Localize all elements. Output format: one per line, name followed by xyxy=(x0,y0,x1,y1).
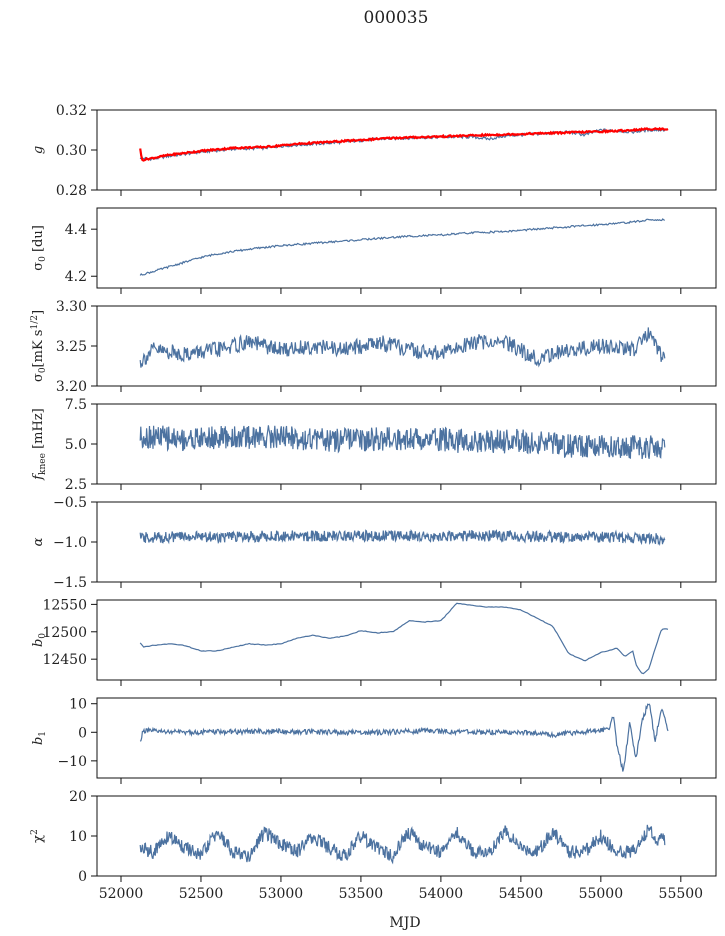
y-label-sub: 0 xyxy=(38,633,48,639)
y-axis-label: σ0 [du] xyxy=(31,225,48,271)
y-label-part: σ xyxy=(31,262,46,271)
x-tick-label: 53000 xyxy=(259,886,304,902)
y-tick-label: −1.5 xyxy=(53,575,87,591)
x-tick-label: 54000 xyxy=(419,886,464,902)
x-tick-label: 55000 xyxy=(579,886,624,902)
y-tick-label: 12550 xyxy=(42,597,87,613)
y-label-sup: 1/2 xyxy=(30,315,40,329)
panel-b1: 10 0 −10 b1 xyxy=(31,697,717,784)
x-tick-label: 55500 xyxy=(659,886,704,902)
axes-frame xyxy=(96,207,717,289)
y-tick-label: 2.5 xyxy=(65,477,87,493)
series-line-0 xyxy=(139,602,669,675)
panel-fknee: 7.5 5.0 2.5 fknee [mHz] xyxy=(31,397,717,493)
y-label-sub: knee xyxy=(38,453,48,475)
y-label-unit: [mHz] xyxy=(31,408,46,453)
y-tick-label: −0.5 xyxy=(53,495,87,511)
y-tick-label: 7.5 xyxy=(65,397,87,413)
panel-sigma0_du: 4.4 4.2 σ0 [du] xyxy=(31,207,717,294)
y-label-part: g xyxy=(31,146,46,154)
y-axis-label: fknee [mHz] xyxy=(31,408,48,481)
y-tick-label: 0 xyxy=(78,725,87,741)
x-tick-label: 53500 xyxy=(339,886,384,902)
y-axis-label: b1 xyxy=(31,731,48,745)
y-tick-label: 20 xyxy=(69,789,87,805)
y-tick-label: 4.4 xyxy=(65,222,87,238)
y-label-part: f xyxy=(31,473,46,481)
y-axis-label: σ0[mK s1/2] xyxy=(30,310,48,382)
y-label-unit: [mK s xyxy=(31,330,46,368)
series-line-1 xyxy=(139,126,669,162)
x-tick-label: 52500 xyxy=(179,886,224,902)
y-label-close: ] xyxy=(31,310,46,315)
y-tick-label: 12500 xyxy=(42,625,87,641)
y-axis-label: α xyxy=(31,537,46,546)
panel-sigma0_mks: 3.30 3.25 3.20 σ0[mK s1/2] xyxy=(30,299,717,395)
y-tick-label: 0 xyxy=(78,869,87,885)
panel-b0: 12550 12500 12450 b0 xyxy=(31,597,717,686)
panel-g: 0.32 0.30 0.28 g xyxy=(31,103,717,199)
series-line-0 xyxy=(139,218,666,276)
y-label-part: α xyxy=(31,537,46,546)
y-axis-label: χ2 xyxy=(30,829,46,843)
panel-chi2: 20 10 0 χ2 52000 52500 53000 53500 54000 54500 550… xyxy=(30,789,717,902)
y-label-sub: 1 xyxy=(38,731,48,737)
series-line-0 xyxy=(139,127,666,162)
y-label-part: b xyxy=(31,639,46,647)
y-tick-label: 5.0 xyxy=(65,437,87,453)
series-line-0 xyxy=(139,824,666,865)
x-tick-label: 54500 xyxy=(499,886,544,902)
y-label-unit: [du] xyxy=(31,225,46,256)
y-tick-label: 10 xyxy=(69,829,87,845)
axes-frame xyxy=(96,599,717,681)
y-tick-label: 0.32 xyxy=(56,103,87,119)
y-tick-label: 3.20 xyxy=(56,379,87,395)
panel-alpha: −0.5 −1.0 −1.5 α xyxy=(31,495,717,591)
y-axis-label: g xyxy=(31,146,46,154)
y-label-part: b xyxy=(31,737,46,745)
y-tick-label: −10 xyxy=(57,754,87,770)
y-tick-label: −1.0 xyxy=(53,535,87,551)
y-tick-label: 3.25 xyxy=(56,339,87,355)
x-tick-label: 52000 xyxy=(99,886,144,902)
axes-frame xyxy=(96,109,717,191)
series-line-0 xyxy=(139,327,666,368)
figure-title: 000035 xyxy=(364,8,429,28)
series-line-0 xyxy=(139,425,666,460)
y-tick-label: 3.30 xyxy=(56,299,87,315)
y-label-sub: 0 xyxy=(38,256,48,262)
series-line-0 xyxy=(139,703,669,772)
y-tick-label: 0.28 xyxy=(56,183,87,199)
y-label-sub: 0 xyxy=(38,367,48,373)
axes-frame xyxy=(96,697,717,779)
series-line-0 xyxy=(139,528,666,547)
y-tick-label: 4.2 xyxy=(65,269,87,285)
y-label-part: σ xyxy=(31,373,46,382)
y-label-part: χ xyxy=(31,835,46,843)
y-label-sup: 2 xyxy=(30,829,40,835)
y-tick-label: 12450 xyxy=(42,652,87,668)
y-axis-label: b0 xyxy=(31,633,48,647)
y-tick-label: 10 xyxy=(69,697,87,713)
x-axis-label: MJD xyxy=(389,915,420,931)
y-tick-label: 0.30 xyxy=(56,143,87,159)
